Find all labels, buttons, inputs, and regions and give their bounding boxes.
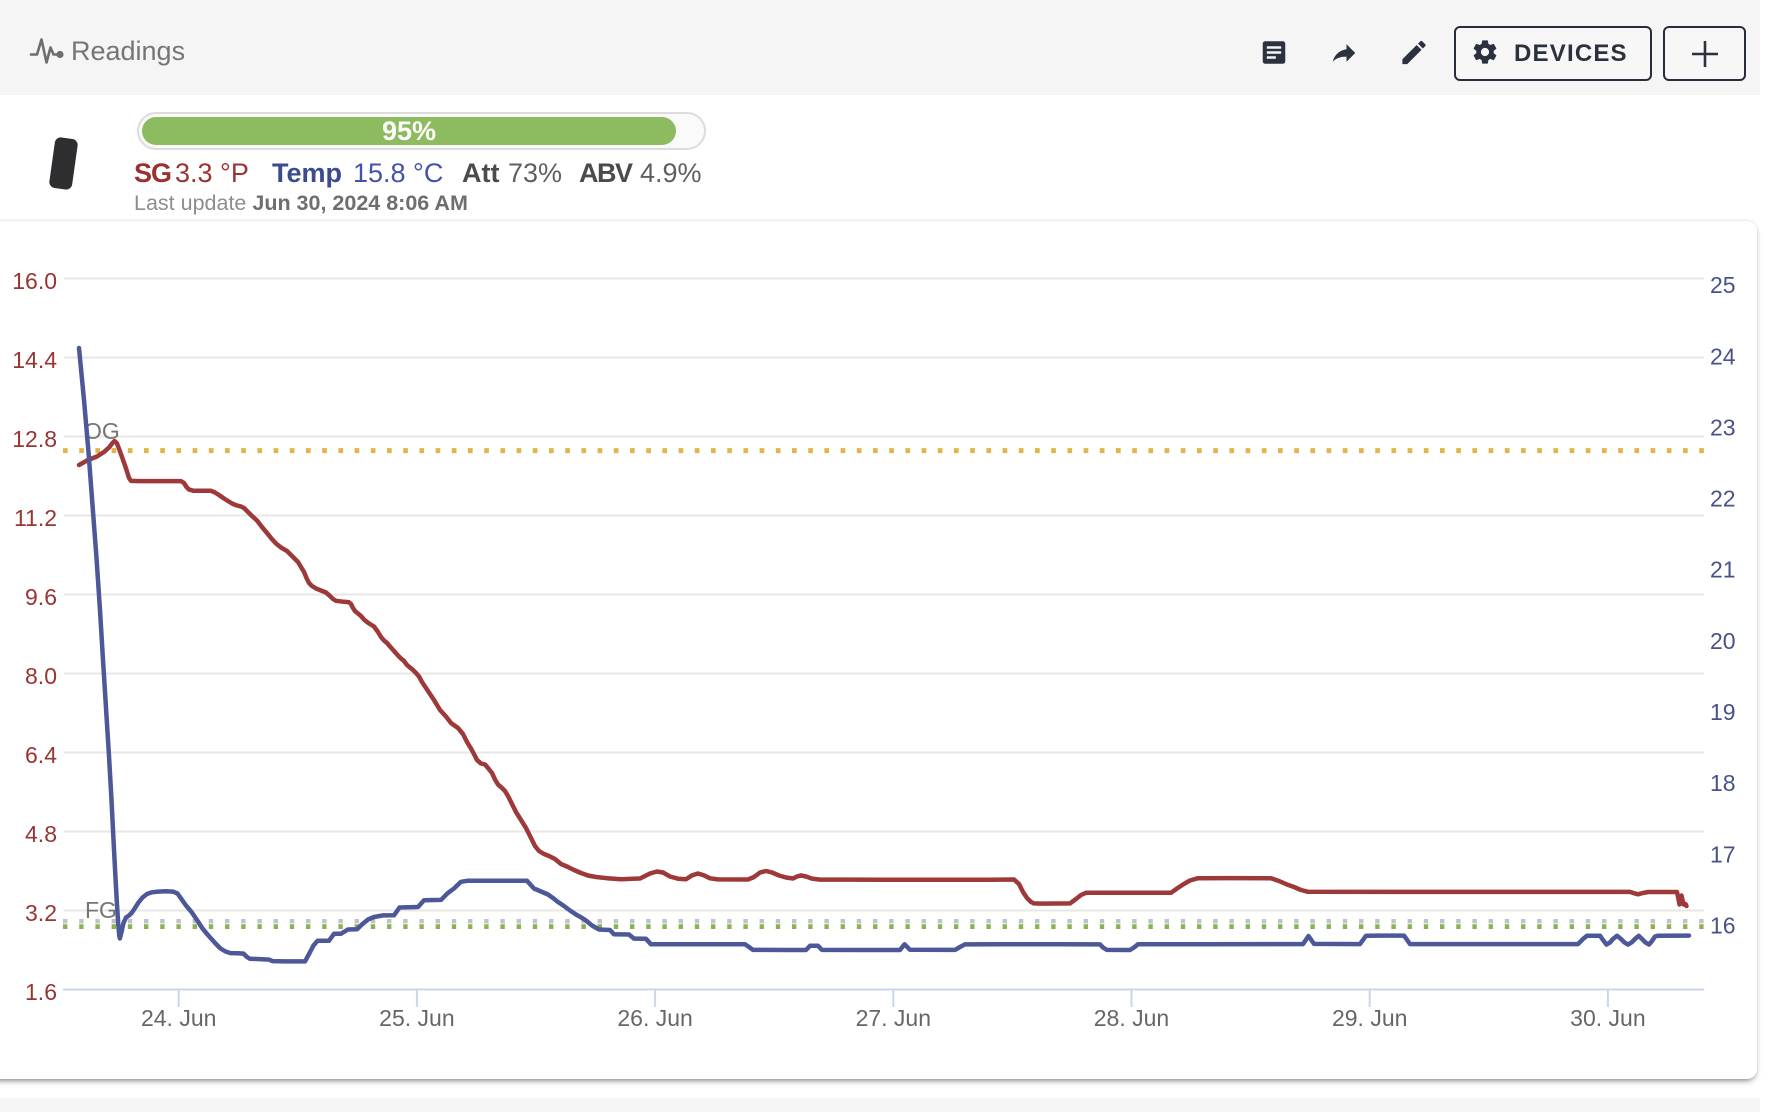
svg-text:24: 24 [1710, 343, 1736, 369]
svg-text:30. Jun: 30. Jun [1570, 1005, 1645, 1031]
svg-text:18: 18 [1710, 770, 1736, 796]
svg-text:20: 20 [1710, 628, 1736, 654]
svg-text:1.6: 1.6 [25, 979, 57, 1005]
svg-text:8.0: 8.0 [25, 663, 57, 689]
svg-text:21: 21 [1710, 557, 1736, 583]
svg-text:22: 22 [1710, 486, 1736, 512]
svg-text:11.2: 11.2 [14, 505, 57, 531]
svg-text:28. Jun: 28. Jun [1094, 1005, 1169, 1031]
svg-text:6.4: 6.4 [25, 742, 57, 768]
svg-text:3.2: 3.2 [25, 900, 57, 926]
svg-text:29. Jun: 29. Jun [1332, 1005, 1407, 1031]
svg-text:27. Jun: 27. Jun [856, 1005, 931, 1031]
svg-text:4.8: 4.8 [25, 821, 57, 847]
svg-text:23: 23 [1710, 414, 1736, 440]
svg-text:16: 16 [1710, 912, 1736, 938]
svg-text:12.8: 12.8 [12, 426, 57, 452]
svg-text:16.0: 16.0 [12, 268, 57, 294]
svg-text:25. Jun: 25. Jun [379, 1005, 454, 1031]
svg-text:17: 17 [1710, 841, 1736, 867]
svg-text:14.4: 14.4 [12, 347, 57, 373]
svg-text:26. Jun: 26. Jun [617, 1005, 692, 1031]
svg-text:FG: FG [85, 897, 117, 923]
svg-text:24. Jun: 24. Jun [141, 1005, 216, 1031]
svg-text:19: 19 [1710, 699, 1736, 725]
svg-text:9.6: 9.6 [25, 584, 57, 610]
svg-text:25: 25 [1710, 272, 1736, 298]
